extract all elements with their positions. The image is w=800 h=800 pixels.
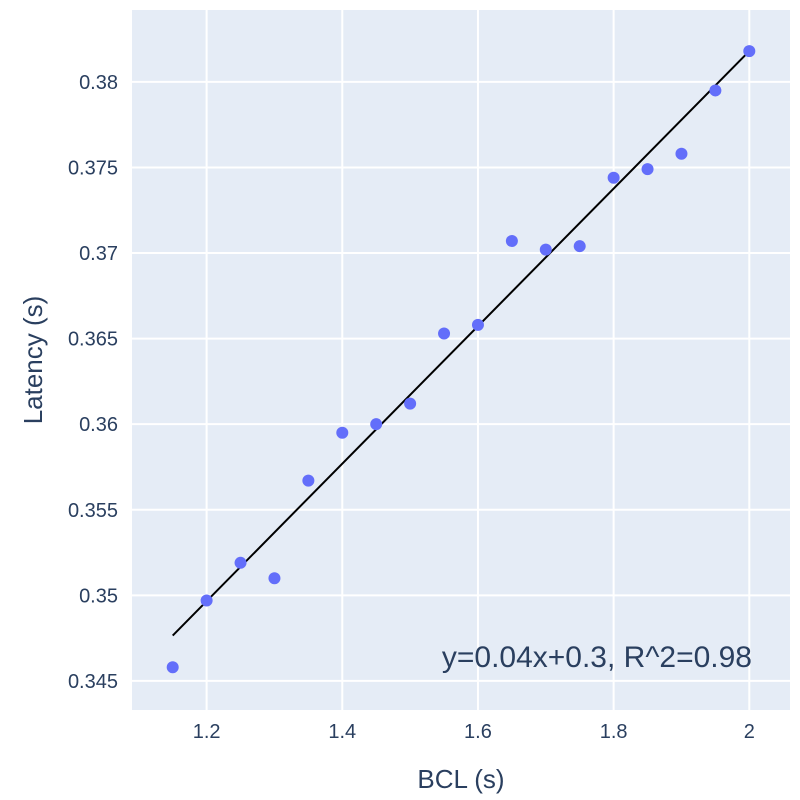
x-tick-label: 2 bbox=[744, 721, 755, 743]
y-axis-title: Latency (s) bbox=[18, 296, 48, 425]
x-tick-label: 1.8 bbox=[600, 721, 628, 743]
data-point bbox=[539, 243, 552, 256]
x-tick-label: 1.2 bbox=[193, 721, 221, 743]
y-tick-label: 0.38 bbox=[79, 72, 118, 94]
y-tick-label: 0.35 bbox=[79, 585, 118, 607]
data-point bbox=[573, 240, 586, 253]
data-point bbox=[268, 572, 281, 585]
y-tick-label: 0.375 bbox=[68, 157, 118, 179]
fit-line bbox=[171, 50, 751, 637]
data-point bbox=[404, 397, 417, 410]
data-point bbox=[607, 171, 620, 184]
data-point bbox=[200, 594, 213, 607]
data-point bbox=[675, 147, 688, 160]
data-point bbox=[302, 474, 315, 487]
data-point bbox=[166, 661, 179, 674]
regression-annotation: y=0.04x+0.3, R^2=0.98 bbox=[442, 641, 752, 674]
fit-line-group bbox=[171, 50, 751, 637]
data-point bbox=[234, 556, 247, 569]
y-tick-labels: 0.345 0.35 0.355 0.36 0.365 0.37 0.375 0.38 bbox=[68, 72, 118, 693]
x-tick-label: 1.4 bbox=[328, 721, 356, 743]
data-point bbox=[641, 163, 654, 176]
y-tick-label: 0.365 bbox=[68, 329, 118, 351]
data-point bbox=[438, 327, 451, 340]
grid-lines bbox=[132, 10, 790, 710]
data-point bbox=[709, 84, 722, 97]
data-point bbox=[336, 426, 349, 439]
y-tick-label: 0.37 bbox=[79, 243, 118, 265]
data-point bbox=[471, 318, 484, 331]
y-tick-label: 0.36 bbox=[79, 414, 118, 436]
x-tick-label: 1.6 bbox=[464, 721, 492, 743]
data-points bbox=[166, 45, 756, 674]
y-tick-label: 0.345 bbox=[68, 671, 118, 693]
data-point bbox=[370, 418, 383, 431]
data-point bbox=[505, 235, 518, 248]
y-tick-label: 0.355 bbox=[68, 500, 118, 522]
plot-area bbox=[132, 10, 790, 710]
x-axis-title: BCL (s) bbox=[417, 764, 504, 794]
x-tick-labels: 1.2 1.4 1.6 1.8 2 bbox=[193, 721, 755, 743]
data-point bbox=[743, 45, 756, 58]
